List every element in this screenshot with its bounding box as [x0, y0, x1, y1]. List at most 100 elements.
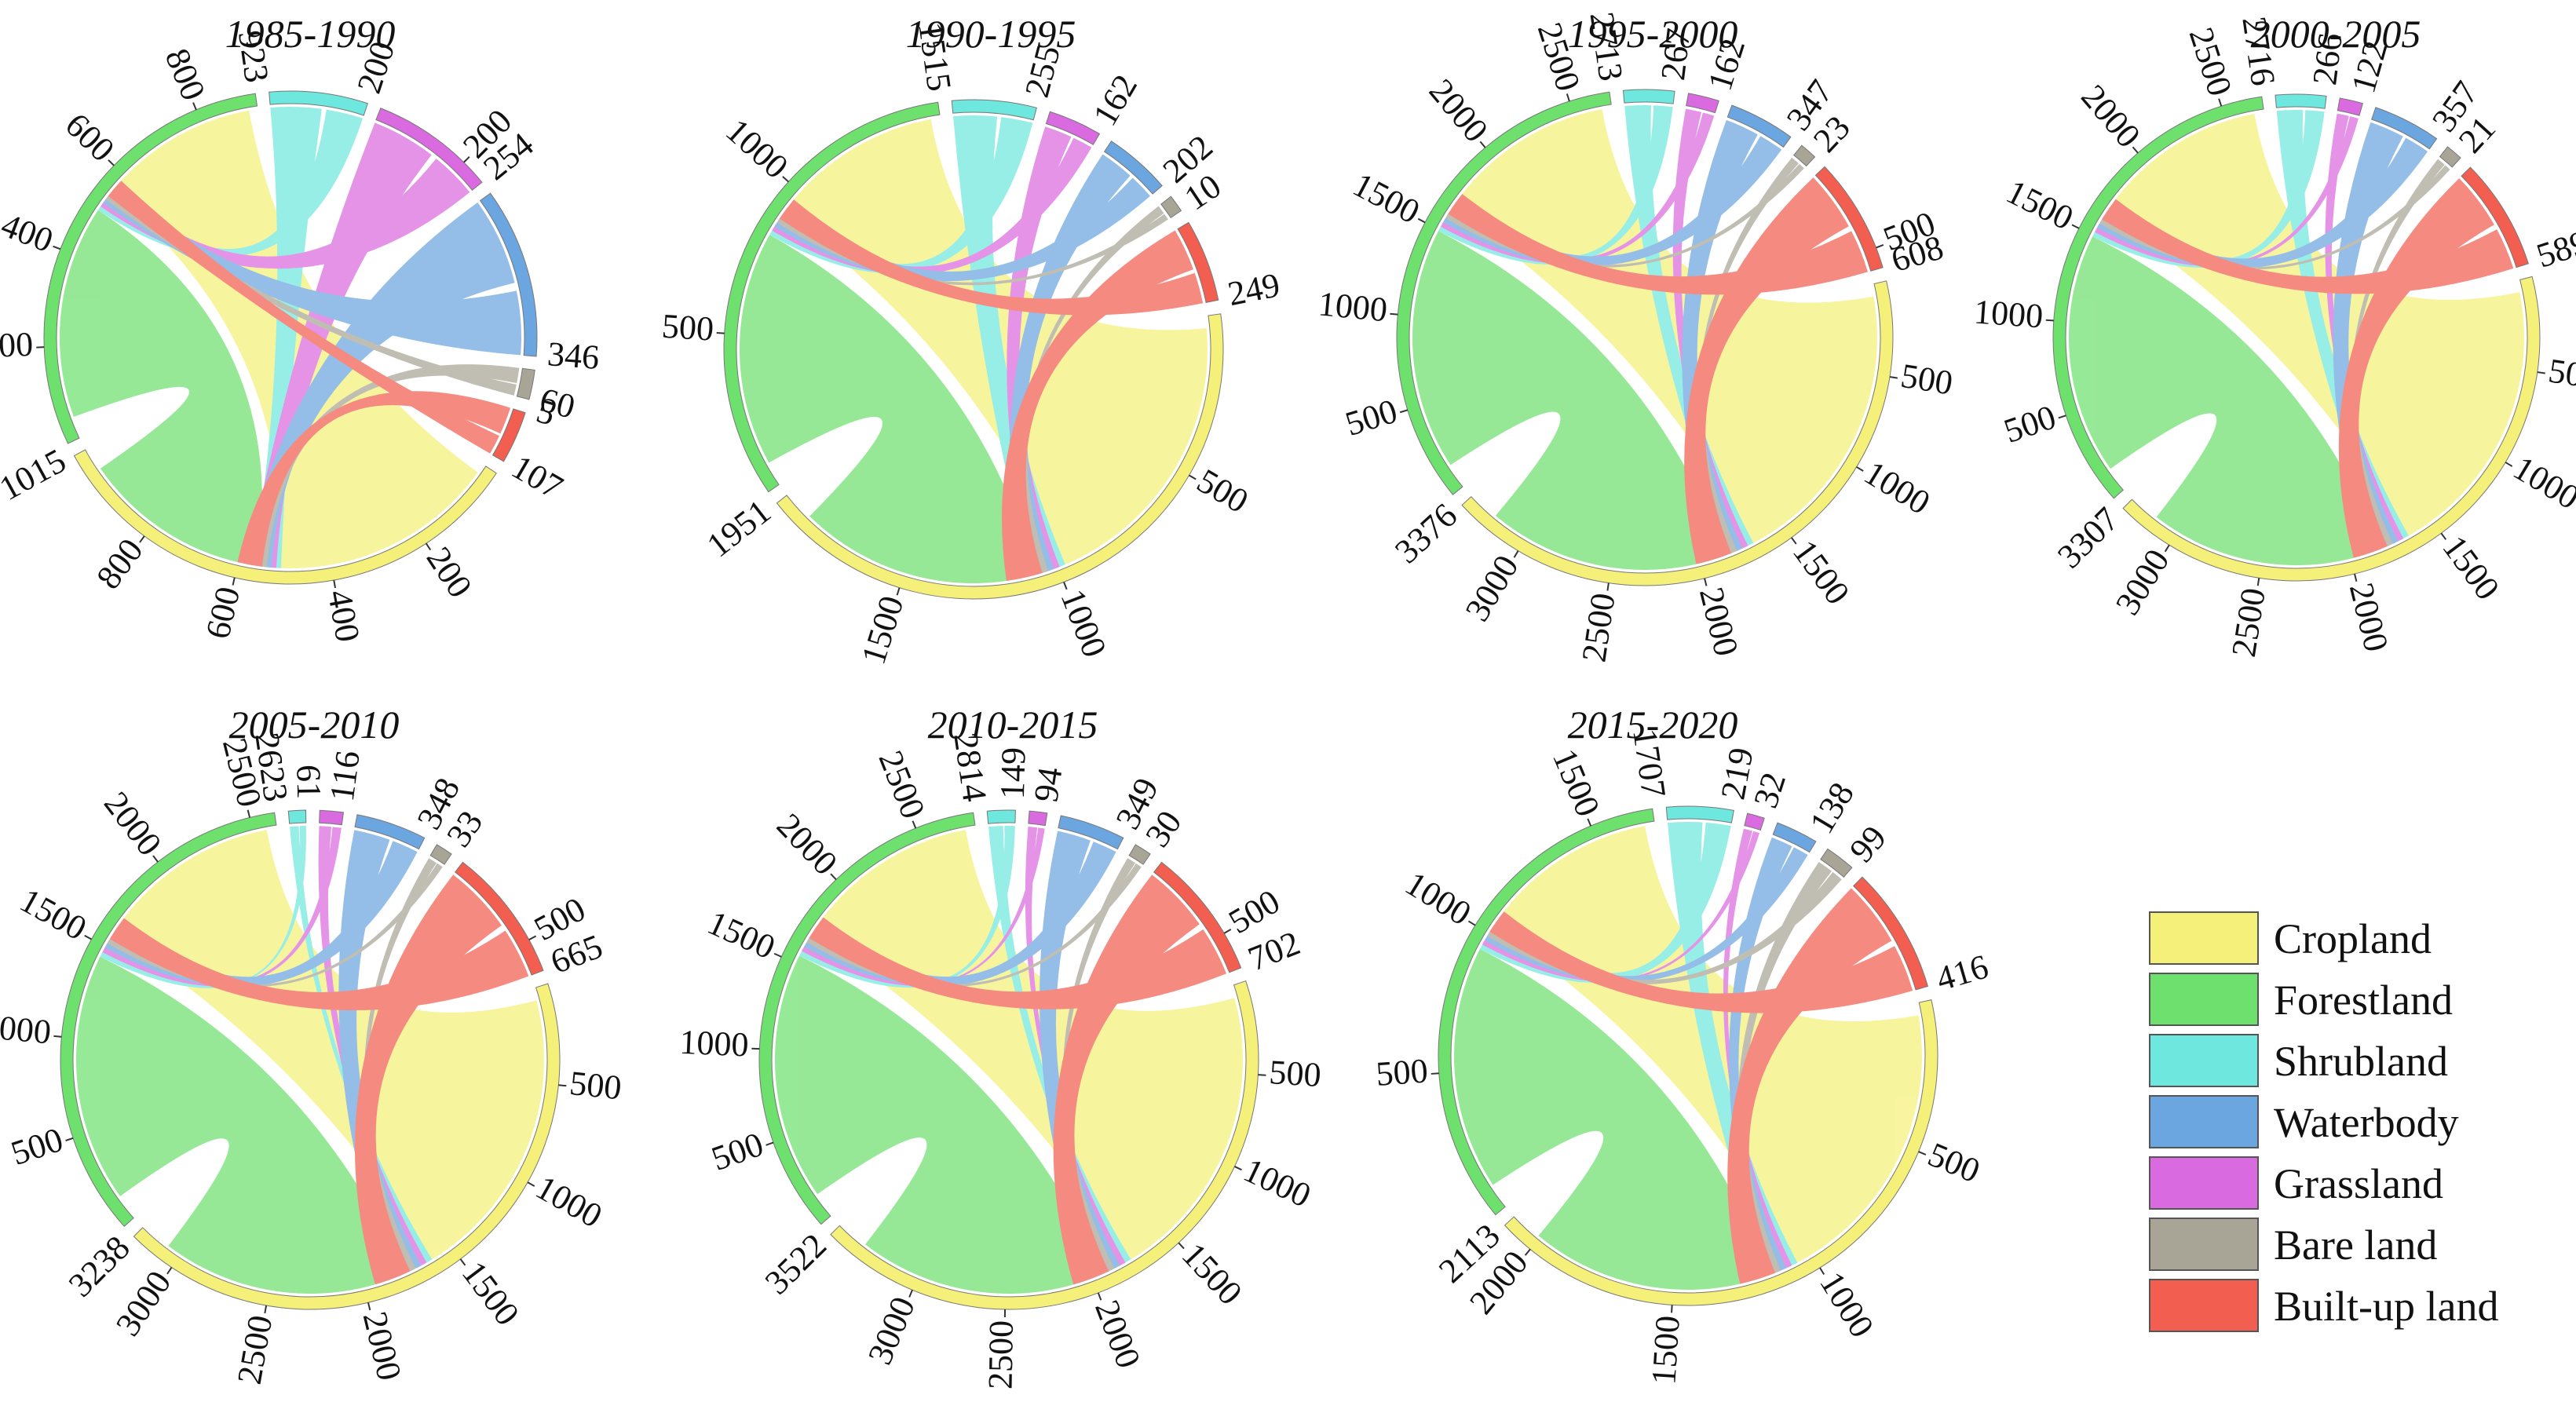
tick-label-cropland: 400	[320, 587, 367, 645]
total-label-bare: 99	[1842, 818, 1894, 869]
ribbon-builtup-cropland	[237, 391, 511, 567]
legend-label-cropland: Cropland	[2274, 915, 2432, 962]
arc-bare	[1820, 848, 1853, 878]
arc-waterbody	[354, 814, 426, 850]
tick-label-cropland: 2000	[1087, 1295, 1148, 1374]
tick-mark	[1063, 582, 1068, 590]
tick-label-cropland: 1500	[854, 591, 912, 669]
tick-label-forestland: 2000	[2074, 78, 2148, 155]
total-label-shrubland: 149	[993, 747, 1033, 799]
tick-label-forestland: 1000	[1399, 864, 1478, 933]
tick-label-cropland: 1000	[1238, 1151, 1317, 1215]
total-label-cropland: 3376	[1387, 496, 1464, 571]
tick-label-cropland: 3000	[1458, 549, 1526, 628]
arc-cropland	[73, 449, 497, 585]
ribbon-shrubland-cropland	[988, 826, 1131, 1266]
arc-builtup	[454, 861, 544, 976]
ribbon-shrubland-cropland	[1668, 822, 1798, 1276]
total-label-cropland: 3238	[61, 1229, 137, 1305]
ribbon-forestland-cropland	[774, 955, 1103, 1294]
tick-mark	[1889, 376, 1898, 379]
legend-swatch-waterbody	[2149, 1095, 2259, 1148]
tick-label-cropland: 500	[1923, 1135, 1986, 1191]
tick-mark	[527, 1181, 535, 1187]
tick-mark	[1918, 1151, 1927, 1156]
tick-mark	[2256, 578, 2260, 586]
ribbons	[1412, 105, 1877, 570]
ribbons	[2069, 110, 2525, 565]
tick-label-forestland: 2000	[97, 784, 169, 863]
tick-mark	[1417, 217, 1426, 224]
tick-mark	[1819, 1267, 1825, 1276]
legend-label-built-up-land: Built-up land	[2274, 1283, 2498, 1330]
ribbon-builtup-cropland	[1684, 177, 1849, 564]
total-label-cropland: 3522	[758, 1226, 834, 1302]
tick-label-forestland: 1000	[0, 1007, 53, 1052]
arc-forestland	[1396, 91, 1612, 495]
tick-mark	[2505, 462, 2513, 467]
ribbon-shrubland-forestland	[769, 117, 1033, 274]
arc-waterbody	[1726, 104, 1792, 148]
arc-grassland	[1686, 93, 1719, 114]
tick-label-cropland: 200	[419, 540, 480, 604]
arc-shrubland	[1622, 89, 1675, 104]
ribbon-forestland-cropland	[740, 235, 1037, 583]
ribbon-waterbody-forestland	[1442, 136, 1782, 267]
tick-label-cropland: 500	[2546, 351, 2576, 396]
ribbons	[60, 106, 521, 569]
arc-bare	[1793, 144, 1816, 167]
tick-mark	[2045, 319, 2054, 322]
ribbon-waterbody-forestland	[2096, 137, 2428, 269]
ribbon-builtup-cropland	[2338, 178, 2494, 558]
arc-grassland	[2337, 97, 2363, 116]
tick-label-forestland: 1500	[702, 903, 780, 966]
tick-mark	[2354, 573, 2358, 582]
tick-mark	[765, 1141, 774, 1146]
tick-mark	[264, 1305, 268, 1314]
arc-builtup	[491, 408, 526, 462]
total-label-cropland: 1015	[0, 441, 72, 508]
tick-mark	[2132, 146, 2139, 154]
tick-mark	[53, 245, 61, 250]
panel-title: 1995-2000	[1568, 12, 1738, 56]
arc-forestland	[60, 812, 277, 1227]
ribbons	[774, 826, 1243, 1294]
arc-shrubland	[986, 809, 1016, 824]
tick-label-forestland: 800	[158, 43, 214, 106]
tick-label-forestland: 500	[661, 307, 715, 349]
tick-label-forestland: 1500	[1346, 165, 1426, 231]
tick-mark	[192, 102, 197, 111]
chord-panel-2000-2005: 2000-20052661223572158933072716500100015…	[1973, 12, 2576, 659]
total-label-shrubland: 61	[289, 765, 328, 800]
tick-mark	[1390, 312, 1398, 316]
tick-label-cropland: 1000	[1858, 453, 1937, 522]
tick-label-forestland: 1000	[1317, 284, 1389, 329]
ribbon-waterbody-forestland	[104, 841, 418, 988]
tick-label-cropland: 1000	[529, 1168, 608, 1236]
ribbon-builtup-cropland	[1727, 888, 1892, 1284]
tick-label-cropland: 2500	[981, 1320, 1021, 1390]
tick-mark	[1524, 1248, 1531, 1256]
arc-builtup	[1814, 166, 1884, 272]
total-label-grassland: 94	[1026, 765, 1069, 805]
panel-title: 1990-1995	[906, 12, 1076, 56]
tick-label-cropland: 2000	[1692, 583, 1746, 659]
total-label-waterbody: 138	[1802, 776, 1862, 840]
tick-label-forestland: 1000	[718, 111, 795, 186]
ribbon-shrubland-forestland	[97, 109, 364, 257]
arc-cropland	[1504, 999, 1938, 1306]
panel-title: 2015-2020	[1568, 703, 1738, 747]
ribbon-builtup-forestland	[108, 181, 500, 454]
tick-mark	[108, 159, 115, 166]
tick-mark	[2440, 532, 2447, 540]
ribbon-grassland-forestland	[100, 159, 470, 269]
tick-label-cropland: 1500	[1785, 533, 1858, 612]
ribbon-cropland-forestland	[112, 830, 545, 1260]
ribbon-shrubland-forestland	[1479, 822, 1731, 984]
tick-mark	[152, 855, 159, 863]
chord-panels: 1985-19902002543466010710159232004006008…	[0, 9, 2576, 1389]
